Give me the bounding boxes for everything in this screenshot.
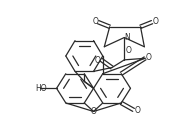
Text: O: O bbox=[92, 17, 98, 26]
Text: O: O bbox=[125, 46, 131, 55]
Text: O: O bbox=[135, 106, 140, 115]
Text: HO: HO bbox=[35, 84, 47, 93]
Text: O: O bbox=[91, 107, 96, 116]
Text: O: O bbox=[146, 53, 152, 62]
Text: O: O bbox=[153, 17, 159, 26]
Text: O: O bbox=[94, 56, 100, 65]
Text: N: N bbox=[124, 33, 130, 42]
